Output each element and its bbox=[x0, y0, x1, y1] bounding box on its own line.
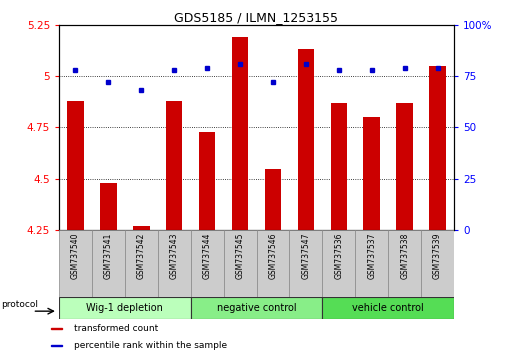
Title: GDS5185 / ILMN_1253155: GDS5185 / ILMN_1253155 bbox=[174, 11, 339, 24]
Text: GSM737539: GSM737539 bbox=[433, 233, 442, 279]
Text: GSM737537: GSM737537 bbox=[367, 233, 376, 279]
Text: GSM737547: GSM737547 bbox=[301, 233, 310, 279]
Bar bbox=[232, 37, 248, 230]
Bar bbox=[322, 230, 355, 297]
Text: GSM737543: GSM737543 bbox=[170, 233, 179, 279]
Bar bbox=[330, 103, 347, 230]
Bar bbox=[355, 230, 388, 297]
Text: percentile rank within the sample: percentile rank within the sample bbox=[74, 341, 227, 350]
Bar bbox=[59, 230, 92, 297]
Text: vehicle control: vehicle control bbox=[352, 303, 424, 313]
Bar bbox=[265, 169, 281, 230]
Bar bbox=[133, 226, 149, 230]
Bar bbox=[429, 66, 446, 230]
Bar bbox=[59, 297, 191, 319]
Bar bbox=[256, 230, 289, 297]
Bar bbox=[67, 101, 84, 230]
Bar bbox=[364, 117, 380, 230]
Bar bbox=[322, 297, 454, 319]
Text: negative control: negative control bbox=[216, 303, 297, 313]
Bar bbox=[51, 328, 62, 329]
Bar bbox=[166, 101, 183, 230]
Text: GSM737541: GSM737541 bbox=[104, 233, 113, 279]
Text: GSM737536: GSM737536 bbox=[334, 233, 343, 279]
Text: GSM737545: GSM737545 bbox=[235, 233, 245, 279]
Bar bbox=[191, 297, 322, 319]
Text: Wig-1 depletion: Wig-1 depletion bbox=[86, 303, 163, 313]
Bar bbox=[289, 230, 322, 297]
Bar bbox=[298, 50, 314, 230]
Bar bbox=[100, 183, 116, 230]
Text: GSM737538: GSM737538 bbox=[400, 233, 409, 279]
Bar bbox=[421, 230, 454, 297]
Bar bbox=[92, 230, 125, 297]
Bar bbox=[224, 230, 256, 297]
Bar bbox=[51, 345, 62, 346]
Text: GSM737542: GSM737542 bbox=[137, 233, 146, 279]
Bar bbox=[388, 230, 421, 297]
Text: GSM737544: GSM737544 bbox=[203, 233, 212, 279]
Bar bbox=[125, 230, 158, 297]
Text: protocol: protocol bbox=[1, 300, 38, 309]
Bar bbox=[397, 103, 413, 230]
Bar bbox=[158, 230, 191, 297]
Bar bbox=[199, 132, 215, 230]
Text: GSM737540: GSM737540 bbox=[71, 233, 80, 279]
Text: transformed count: transformed count bbox=[74, 324, 159, 333]
Text: GSM737546: GSM737546 bbox=[268, 233, 278, 279]
Bar bbox=[191, 230, 224, 297]
